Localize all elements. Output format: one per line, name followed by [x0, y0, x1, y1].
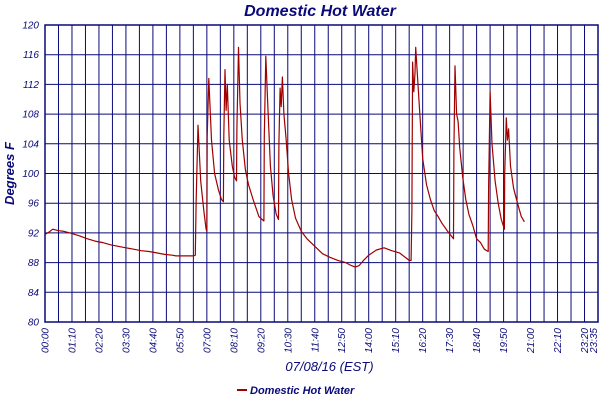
y-tick-label: 96	[28, 199, 40, 210]
x-tick-label: 16:20	[418, 328, 429, 353]
x-tick-label: 02:20	[94, 328, 105, 353]
y-tick-label: 116	[23, 50, 39, 61]
legend-label: Domestic Hot Water	[250, 385, 355, 397]
x-tick-label: 09:20	[256, 328, 267, 353]
y-tick-label: 112	[23, 80, 39, 91]
x-tick-label: 18:40	[472, 328, 483, 353]
x-tick-label: 05:50	[175, 328, 186, 353]
y-tick-label: 104	[22, 139, 39, 150]
x-tick-label: 03:30	[121, 328, 132, 353]
x-tick-label: 10:30	[283, 328, 294, 353]
y-tick-label: 120	[22, 21, 39, 32]
x-tick-label: 21:00	[526, 328, 537, 354]
x-tick-label: 07:00	[202, 328, 213, 353]
x-tick-label: 00:00	[41, 328, 52, 353]
y-tick-labels: 80 84 88 92 96 100 104 108 112 116 120	[22, 21, 39, 329]
y-tick-label: 108	[22, 110, 39, 121]
x-tick-label: 23:35	[589, 328, 600, 354]
x-axis-label: 07/08/16 (EST)	[285, 359, 373, 374]
x-tick-label: 15:10	[391, 328, 402, 353]
plot-frame	[44, 24, 599, 323]
x-tick-label: 11:40	[310, 328, 321, 353]
y-tick-label: 84	[28, 288, 40, 299]
x-tick-label: 01:10	[67, 328, 78, 353]
x-tick-label: 22:10	[553, 328, 564, 354]
x-tick-label: 08:10	[229, 328, 240, 353]
y-tick-label: 100	[22, 169, 39, 180]
y-axis-label: Degrees F	[2, 141, 17, 205]
series-line	[44, 46, 525, 268]
x-tick-label: 23:20	[580, 328, 591, 354]
x-tick-label: 12:50	[337, 328, 348, 353]
x-tick-labels: 00:00 01:10 02:20 03:30 04:40 05:50 07:00 08:10…	[41, 328, 600, 354]
x-tick-label: 04:40	[148, 328, 159, 353]
y-tick-label: 80	[28, 318, 40, 329]
series-layer	[44, 46, 525, 268]
y-tick-label: 88	[28, 258, 40, 269]
x-tick-label: 17:30	[445, 328, 456, 353]
chart-title: Domestic Hot Water	[244, 3, 397, 20]
x-tick-label: 14:00	[364, 328, 375, 353]
grid-lines	[44, 24, 599, 323]
y-tick-label: 92	[28, 228, 40, 239]
legend: Domestic Hot Water	[237, 385, 355, 397]
x-tick-label: 19:50	[499, 328, 510, 353]
